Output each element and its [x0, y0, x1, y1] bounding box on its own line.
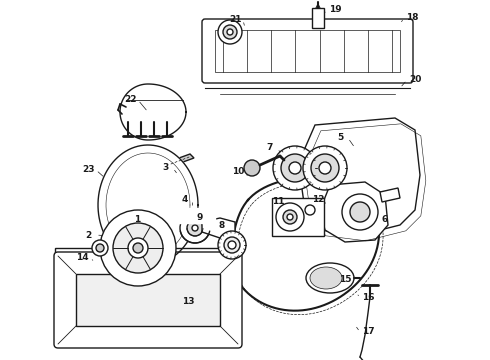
Text: 5: 5 [337, 134, 343, 143]
Text: 13: 13 [182, 297, 194, 306]
Polygon shape [168, 154, 194, 166]
Circle shape [281, 154, 309, 182]
Text: 15: 15 [339, 275, 351, 284]
Text: 7: 7 [267, 144, 273, 153]
Text: 1: 1 [134, 216, 140, 225]
Polygon shape [120, 84, 186, 140]
Circle shape [218, 231, 246, 259]
Text: 12: 12 [312, 195, 324, 204]
Text: 22: 22 [124, 95, 136, 104]
Text: 11: 11 [272, 198, 284, 207]
Polygon shape [380, 188, 400, 202]
Text: 2: 2 [85, 230, 91, 239]
Polygon shape [202, 218, 235, 238]
Text: 21: 21 [229, 15, 241, 24]
Circle shape [273, 146, 317, 190]
Circle shape [227, 29, 233, 35]
Circle shape [100, 210, 176, 286]
FancyBboxPatch shape [54, 252, 242, 348]
Text: 16: 16 [362, 293, 374, 302]
Ellipse shape [306, 263, 354, 293]
Circle shape [287, 214, 293, 220]
Text: 23: 23 [82, 166, 94, 175]
Bar [312, 8, 324, 28]
Circle shape [128, 238, 148, 258]
Circle shape [283, 210, 297, 224]
Circle shape [96, 244, 104, 252]
Circle shape [218, 20, 242, 44]
Polygon shape [98, 145, 198, 265]
Circle shape [223, 25, 237, 39]
Circle shape [342, 194, 378, 230]
Bar [215, 30, 400, 72]
Circle shape [319, 162, 331, 174]
Bar [175, 208, 215, 223]
Text: 19: 19 [329, 5, 342, 14]
Ellipse shape [310, 267, 342, 289]
Circle shape [180, 213, 210, 243]
Bar [76, 274, 220, 326]
Polygon shape [320, 182, 388, 242]
Text: 9: 9 [197, 213, 203, 222]
Circle shape [289, 162, 301, 174]
Text: 3: 3 [162, 163, 168, 172]
Circle shape [133, 243, 143, 253]
Circle shape [92, 240, 108, 256]
Text: 6: 6 [382, 216, 388, 225]
Text: 8: 8 [219, 220, 225, 230]
Circle shape [276, 203, 304, 231]
FancyBboxPatch shape [202, 19, 413, 83]
Bar [55, 248, 240, 256]
Circle shape [224, 237, 240, 253]
Circle shape [244, 160, 260, 176]
Polygon shape [300, 118, 420, 235]
Circle shape [305, 205, 315, 215]
Circle shape [113, 223, 163, 273]
Bar [272, 198, 324, 236]
Circle shape [350, 202, 370, 222]
Circle shape [192, 225, 198, 231]
Text: 10: 10 [232, 167, 244, 176]
Circle shape [303, 146, 347, 190]
Circle shape [187, 220, 203, 236]
Text: 17: 17 [362, 328, 374, 337]
Circle shape [311, 154, 339, 182]
Circle shape [228, 241, 236, 249]
Text: 18: 18 [406, 13, 418, 22]
Text: 14: 14 [75, 253, 88, 262]
Text: 20: 20 [409, 76, 421, 85]
Text: 4: 4 [182, 195, 188, 204]
